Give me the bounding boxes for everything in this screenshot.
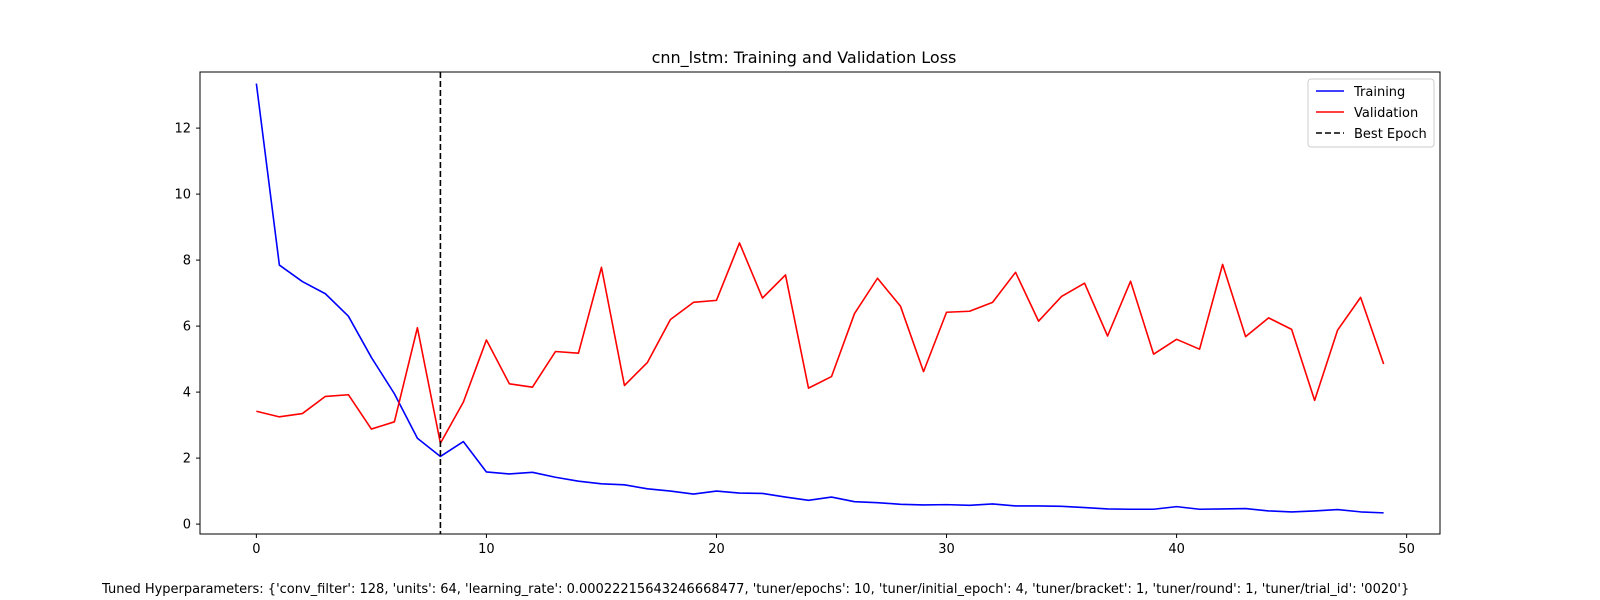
x-tick-label: 50 (1398, 542, 1415, 557)
plot-area (255, 72, 1385, 534)
x-tick-label: 10 (478, 542, 495, 557)
x-axis: 0 10 20 30 40 50 (252, 534, 1415, 557)
x-tick-label: 0 (252, 542, 260, 557)
legend-label-validation: Validation (1354, 106, 1418, 121)
y-tick-label: 8 (183, 254, 191, 269)
y-tick-label: 4 (183, 386, 191, 401)
y-tick-label: 0 (183, 518, 191, 533)
y-axis: 0 2 4 6 8 10 12 (174, 122, 200, 533)
legend-label-training: Training (1353, 85, 1405, 100)
legend-box (1307, 78, 1435, 148)
y-tick-label: 6 (183, 320, 191, 335)
chart-title: cnn_lstm: Training and Validation Loss (652, 48, 957, 68)
axes-frame (199, 71, 1441, 535)
x-tick-label: 40 (1168, 542, 1185, 557)
hyperparameters-footer: Tuned Hyperparameters: {'conv_filter': 1… (102, 582, 1410, 597)
y-tick-label: 12 (174, 122, 191, 137)
legend-label-best-epoch: Best Epoch (1354, 127, 1427, 142)
y-tick-label: 2 (183, 452, 191, 467)
x-tick-label: 20 (708, 542, 725, 557)
x-tick-label: 30 (938, 542, 955, 557)
legend: Training Validation Best Epoch (1307, 78, 1435, 148)
y-tick-label: 10 (174, 188, 191, 203)
series-line-training (255, 83, 1384, 514)
series-line-validation (256, 242, 1385, 445)
